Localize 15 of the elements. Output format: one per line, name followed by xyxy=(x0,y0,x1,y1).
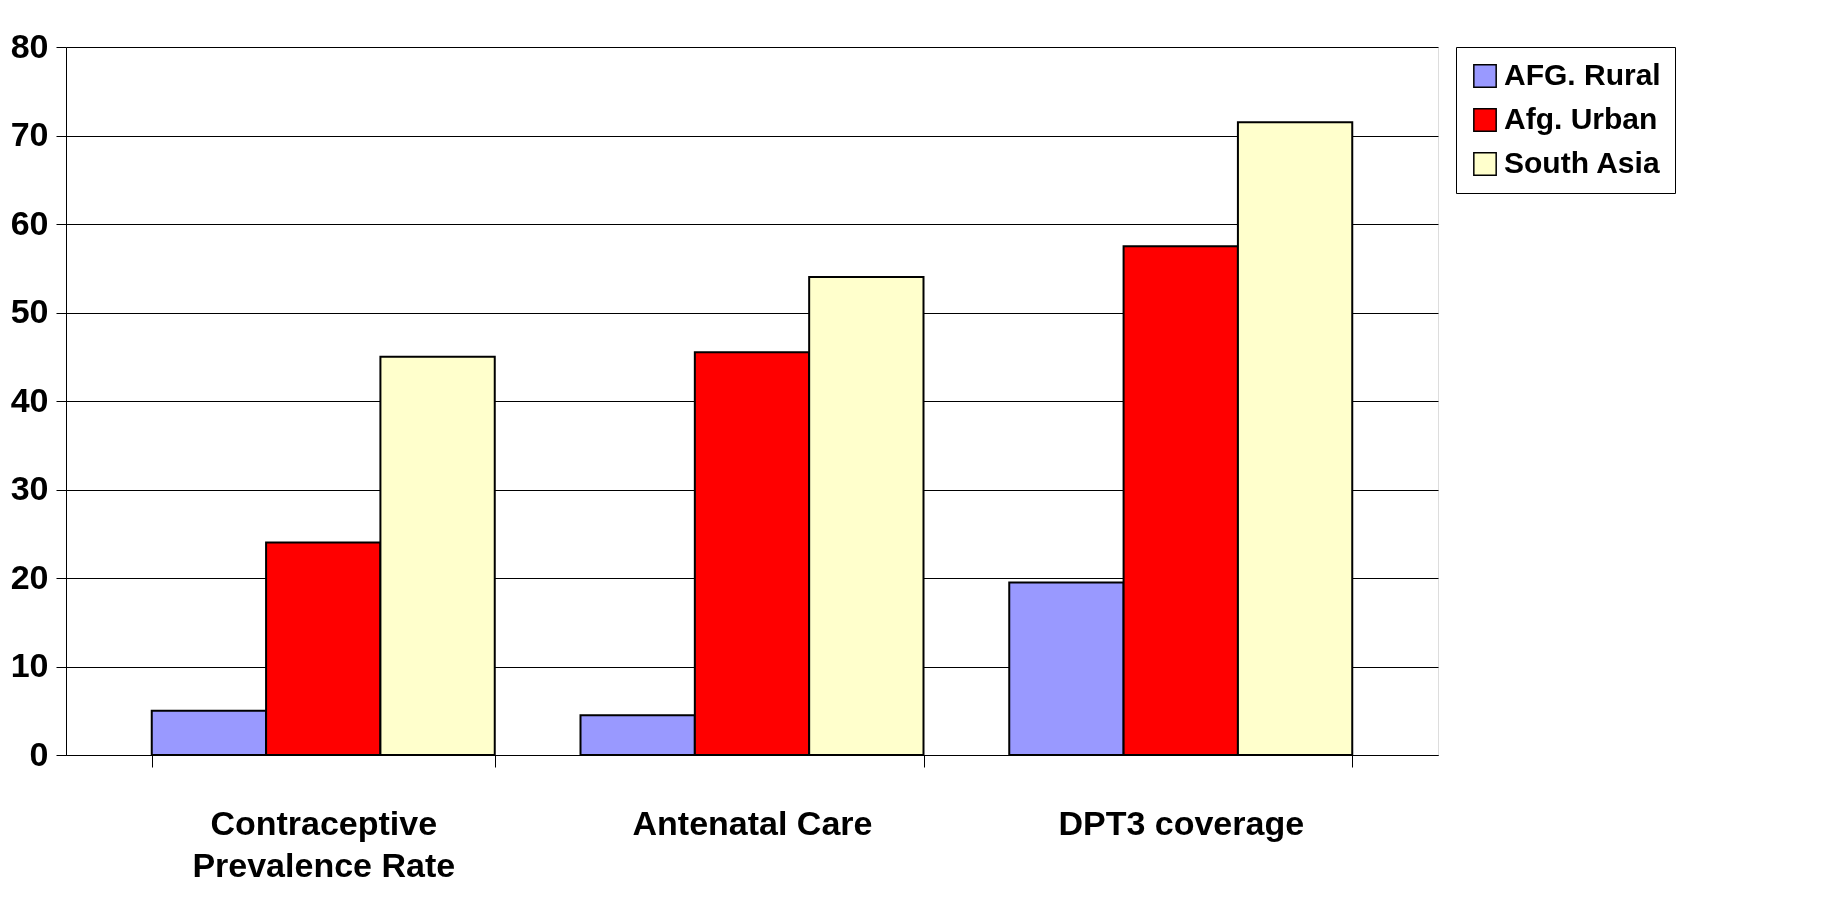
y-tick-label: 20 xyxy=(10,557,49,596)
y-tick-label: 0 xyxy=(29,734,49,773)
x-tick-label: DPT3 coverage xyxy=(1058,803,1305,842)
y-tick-label: 80 xyxy=(10,26,49,65)
y-tick-label: 30 xyxy=(10,469,49,507)
legend-label: Afg. Urban xyxy=(1504,102,1658,135)
legend-label: AFG. Rural xyxy=(1504,58,1661,91)
legend-label: South Asia xyxy=(1504,146,1660,179)
y-tick-label: 10 xyxy=(10,646,49,684)
y-tick-label: 50 xyxy=(10,292,49,330)
x-tick-label: Antenatal Care xyxy=(632,803,873,842)
y-tick-label: 60 xyxy=(10,203,49,242)
x-tick-label: Contraceptive Prevalence Rate xyxy=(192,803,456,884)
y-tick-label: 70 xyxy=(10,115,49,153)
y-tick-label: 40 xyxy=(10,380,49,419)
